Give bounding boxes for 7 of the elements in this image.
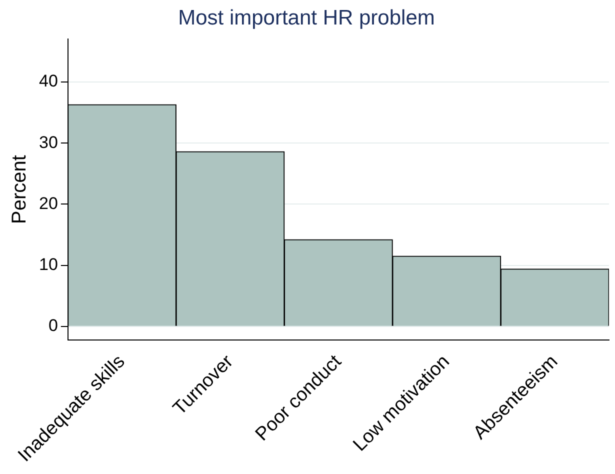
y-tick-label: 10: [38, 254, 58, 274]
y-tick-label: 40: [38, 72, 58, 91]
y-tick-label: 30: [38, 132, 58, 152]
y-tick-label: 20: [38, 194, 58, 213]
chart-title: Most important HR problem: [178, 6, 435, 30]
y-axis-title: Percent: [8, 154, 31, 224]
y-tick-label: 0: [48, 316, 58, 336]
